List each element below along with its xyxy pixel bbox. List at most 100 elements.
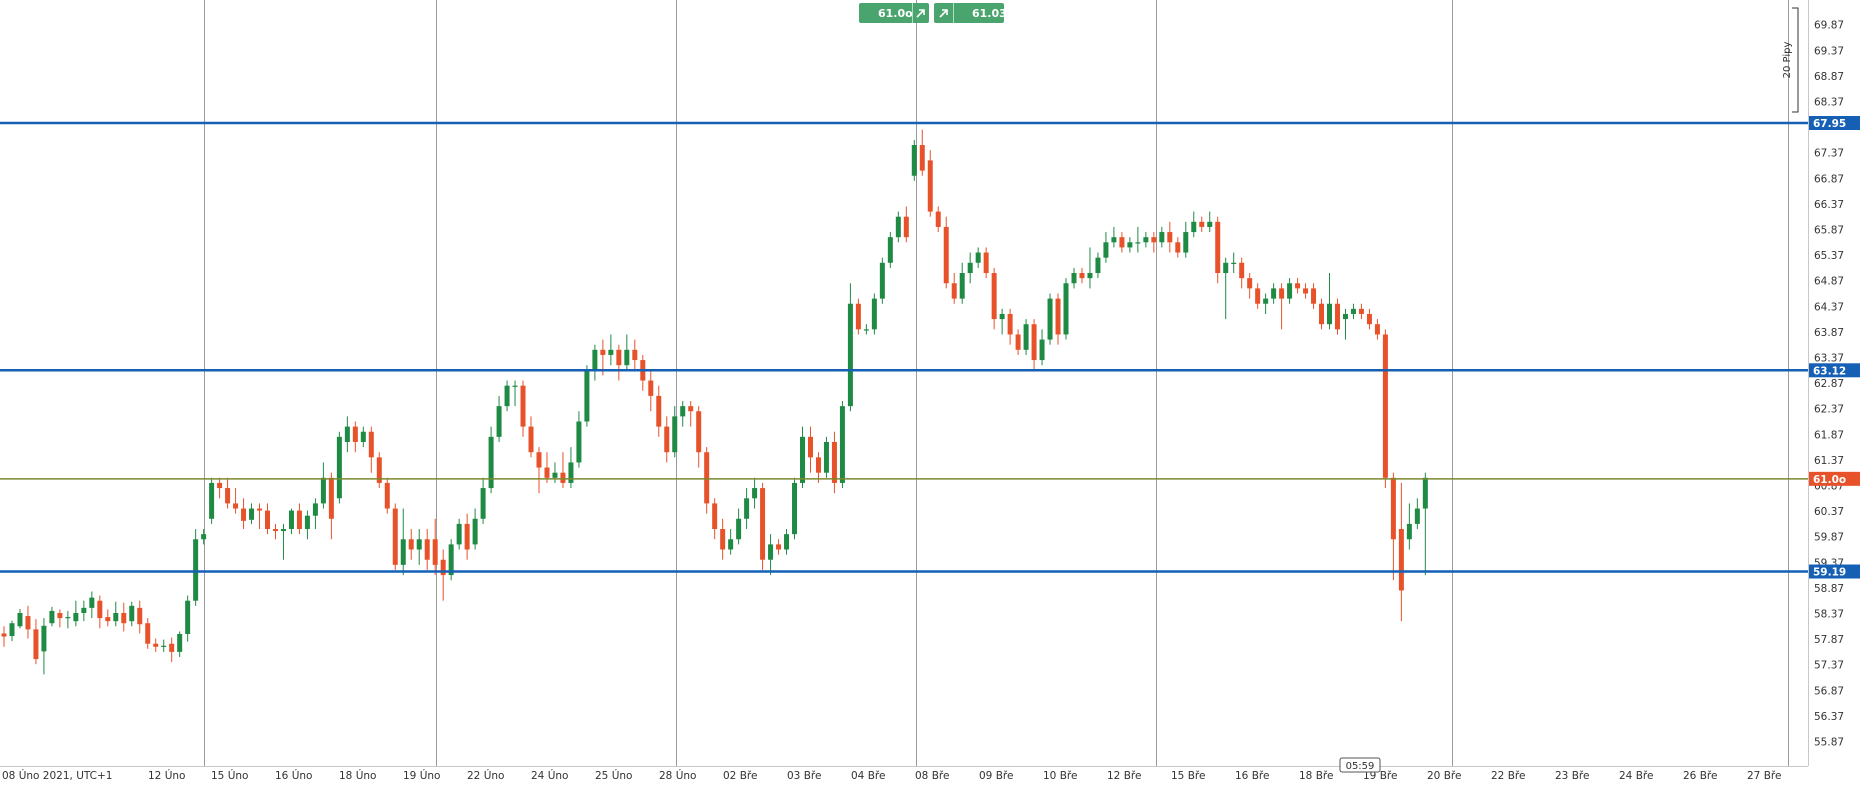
candle[interactable] [209,477,215,524]
candle[interactable] [744,488,750,530]
candle[interactable] [1279,283,1285,330]
candle[interactable] [1311,283,1317,309]
candle[interactable] [1,626,7,647]
candle[interactable] [1263,293,1269,314]
candle[interactable] [201,529,207,545]
candle[interactable] [1127,237,1133,253]
candle[interactable] [815,452,821,483]
candle[interactable] [169,637,175,663]
candle[interactable] [704,447,710,514]
candle[interactable] [871,293,877,335]
candle[interactable] [1191,211,1197,238]
candle[interactable] [1271,283,1277,304]
candle[interactable] [121,602,127,632]
candle[interactable] [153,638,159,652]
candle[interactable] [1095,252,1101,279]
candle[interactable] [49,606,55,627]
candle[interactable] [975,247,981,268]
candle[interactable] [1215,216,1221,284]
candle[interactable] [935,206,941,233]
candle[interactable] [1071,267,1077,289]
sell-button[interactable]: 61.0o [859,3,929,23]
candle[interactable] [57,609,63,628]
candle[interactable] [1031,319,1037,371]
candle[interactable] [1055,293,1061,345]
candle[interactable] [257,503,263,530]
candle[interactable] [1199,216,1205,233]
candle[interactable] [137,600,143,634]
candle[interactable] [496,395,502,442]
candle[interactable] [520,380,526,437]
candle[interactable] [1303,283,1309,299]
candle[interactable] [265,503,271,535]
candle[interactable] [656,385,662,437]
candle[interactable] [959,262,965,304]
candle[interactable] [784,529,790,555]
candle[interactable] [991,267,997,330]
candle[interactable] [1119,232,1125,253]
candle[interactable] [895,211,901,243]
candle[interactable] [664,416,670,463]
candle[interactable] [384,477,390,514]
candle[interactable] [320,462,326,509]
candle[interactable] [25,605,31,639]
candle[interactable] [17,608,23,629]
candle[interactable] [1207,211,1213,233]
candle[interactable] [480,477,486,524]
candle[interactable] [416,529,422,565]
candle[interactable] [1406,503,1412,550]
candle[interactable] [360,426,366,448]
candle[interactable] [1422,472,1428,576]
candle[interactable] [800,426,805,489]
candle[interactable] [863,324,869,335]
candle[interactable] [73,600,79,627]
candle[interactable] [1103,232,1109,263]
candle[interactable] [65,610,71,629]
candle[interactable] [129,601,135,627]
candle[interactable] [217,477,223,499]
candle[interactable] [392,503,398,570]
candle[interactable] [776,539,782,555]
candle[interactable] [1079,267,1085,284]
candle[interactable] [672,406,678,458]
candle[interactable] [1151,232,1157,253]
candle[interactable] [903,206,909,243]
candle[interactable] [464,513,470,560]
candle[interactable] [241,498,247,530]
candle[interactable] [272,523,278,540]
candle[interactable] [472,508,478,550]
candle[interactable] [696,406,702,468]
candle[interactable] [512,380,518,407]
candle[interactable] [536,447,542,494]
candle[interactable] [504,380,510,412]
candle[interactable] [688,401,694,427]
candle[interactable] [448,539,454,581]
buy-button[interactable]: 61.03 [934,3,1007,23]
candle[interactable] [1350,303,1356,320]
candle[interactable] [1023,319,1029,355]
candle[interactable] [288,508,294,535]
candle[interactable] [1223,257,1229,320]
candle[interactable] [1135,226,1141,253]
candle[interactable] [1319,298,1325,330]
candle[interactable] [616,344,622,381]
time-axis[interactable]: 08 Úno 2021, UTC+1 12 Úno 15 Úno 16 Úno … [2,769,1781,782]
candle[interactable] [951,273,957,304]
candle[interactable] [760,482,766,570]
time-cursor[interactable]: 05:59 [1339,757,1381,773]
candle[interactable] [839,401,845,489]
candle[interactable] [823,436,829,478]
candle[interactable] [1047,293,1053,345]
candle[interactable] [879,257,885,304]
candle[interactable] [919,129,925,176]
candle[interactable] [1247,273,1253,299]
candle[interactable] [1087,247,1093,289]
candle[interactable] [352,421,358,453]
candle[interactable] [752,477,758,509]
candle[interactable] [432,518,438,576]
candle[interactable] [1334,298,1340,335]
candle[interactable] [408,529,414,560]
candle[interactable] [728,529,734,555]
candle[interactable] [847,283,853,412]
